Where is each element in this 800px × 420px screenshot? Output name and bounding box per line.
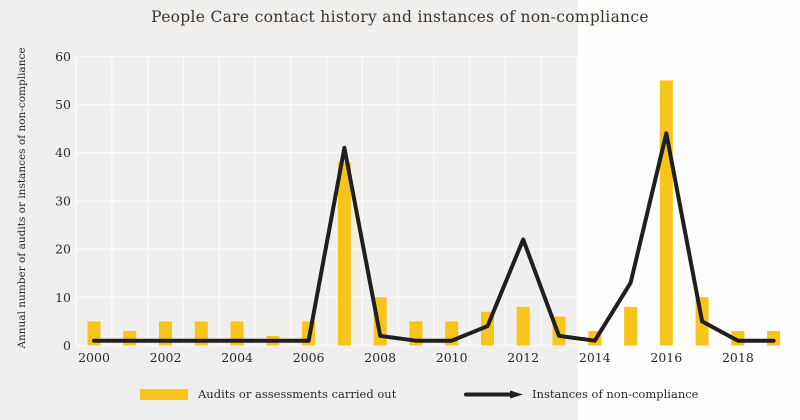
x-tick-label: 2016 [650,350,682,365]
x-tick-label: 2004 [221,350,253,365]
y-tick-label: 0 [63,338,71,353]
chart-title: People Care contact history and instance… [151,8,649,26]
bar-2001 [123,331,137,346]
legend-bar-label: Audits or assessments carried out [198,387,397,401]
x-tick-label: 2012 [507,350,539,365]
legend-line-arrow-icon [464,390,523,399]
y-axis-title: Annual number of audits or instances of … [16,47,28,349]
bar-2007 [337,162,351,346]
bar-2016 [659,80,673,346]
legend-line-label: Instances of non-compliance [532,387,699,401]
y-tick-label: 50 [55,97,71,112]
x-tick-label: 2002 [150,350,182,365]
y-tick-label: 30 [55,193,71,208]
legend-bar-swatch-icon [140,389,188,400]
bar-2015 [624,306,638,346]
highlight-panel [578,0,800,420]
x-tick-label: 2018 [722,350,754,365]
x-tick-label: 2000 [78,350,110,365]
y-tick-label: 40 [55,145,71,160]
y-tick-label: 20 [55,242,71,257]
x-tick-label: 2010 [436,350,468,365]
legend: Audits or assessments carried out Instan… [0,382,800,410]
non-compliance-line [92,131,776,343]
bar-2019 [767,331,781,346]
x-tick-label: 2008 [364,350,396,365]
x-tick-label: 2006 [293,350,325,365]
bar-2012 [516,306,530,346]
y-tick-label: 60 [55,49,71,64]
x-tick-label: 2014 [579,350,611,365]
y-tick-label: 10 [55,290,71,305]
